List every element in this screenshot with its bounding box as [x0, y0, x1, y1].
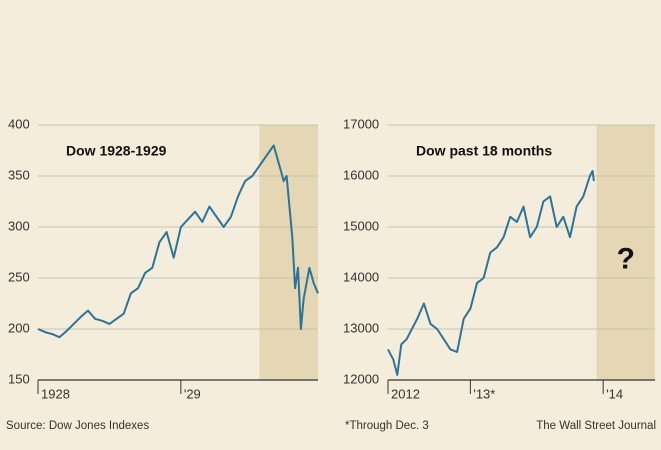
y-tick-label: 350 — [8, 167, 30, 182]
y-tick-label: 200 — [8, 320, 30, 335]
chart-title: Dow 1928-1929 — [66, 143, 167, 159]
y-tick-label: 13000 — [343, 320, 379, 335]
credit: The Wall Street Journal — [536, 420, 656, 432]
data-line — [387, 169, 595, 376]
y-tick-label: 12000 — [343, 371, 379, 386]
y-tick-label: 150 — [8, 371, 30, 386]
y-tick-label: 250 — [8, 269, 30, 284]
x-tick-label: '13* — [473, 386, 495, 401]
data-line — [37, 144, 319, 339]
x-tick-label: '14 — [606, 386, 623, 401]
y-tick-label: 17000 — [343, 116, 379, 131]
x-tick-label: 1928 — [41, 386, 70, 401]
note: *Through Dec. 3 — [345, 420, 429, 432]
y-tick-label: 400 — [8, 116, 30, 131]
annotation: ? — [617, 242, 635, 275]
source: Source: Dow Jones Indexes — [6, 420, 149, 432]
x-tick-label: '29 — [184, 386, 201, 401]
y-tick-label: 300 — [8, 218, 30, 233]
chart-title: Dow past 18 months — [416, 143, 552, 159]
shaded-range — [259, 125, 318, 380]
y-tick-label: 16000 — [343, 167, 379, 182]
y-tick-label: 14000 — [343, 269, 379, 284]
x-tick-label: 2012 — [391, 386, 420, 401]
y-tick-label: 15000 — [343, 218, 379, 233]
shaded-range — [596, 125, 655, 380]
